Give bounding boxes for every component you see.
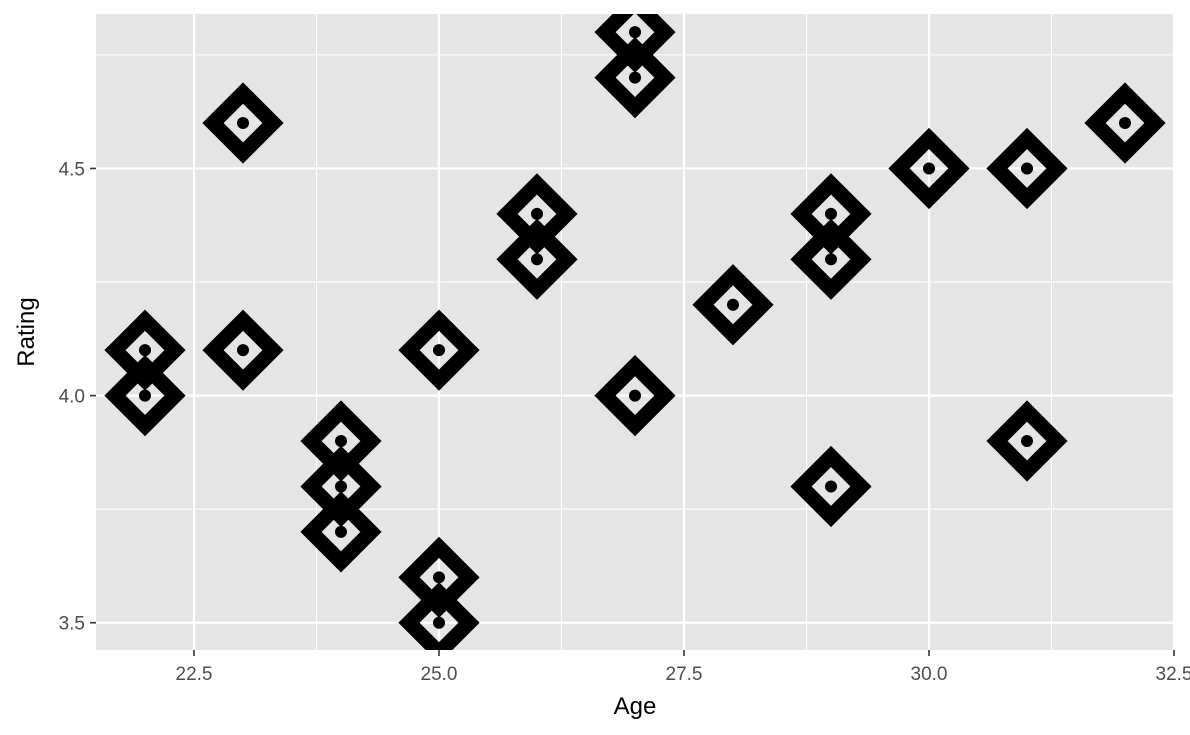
center-dot xyxy=(1119,117,1131,130)
x-tick-label: 25.0 xyxy=(421,664,458,685)
data-point xyxy=(398,582,480,650)
diamond-marker xyxy=(398,582,480,650)
center-dot xyxy=(433,571,445,584)
data-point xyxy=(594,14,676,73)
y-axis-ticks: 3.5 4.0 4.5 xyxy=(59,159,96,635)
data-point xyxy=(104,309,186,391)
center-dot xyxy=(923,162,935,175)
data-point xyxy=(986,127,1068,210)
data-points xyxy=(104,14,1166,650)
diamond-marker xyxy=(496,218,578,300)
center-dot xyxy=(531,253,543,266)
data-point xyxy=(496,218,578,300)
data-point xyxy=(300,445,382,528)
center-dot xyxy=(727,298,739,311)
y-axis-title: Rating xyxy=(13,297,40,366)
diamond-marker xyxy=(202,309,284,391)
data-point xyxy=(104,354,186,437)
diamond-marker xyxy=(1084,82,1166,164)
diamond-marker xyxy=(594,14,676,73)
center-dot xyxy=(1021,435,1033,448)
center-dot xyxy=(139,344,151,357)
data-point xyxy=(1084,82,1166,164)
center-dot xyxy=(335,525,347,538)
diamond-marker xyxy=(104,354,186,437)
center-dot xyxy=(139,389,151,402)
diamond-marker xyxy=(692,264,774,346)
x-tick-label: 27.5 xyxy=(666,664,703,685)
center-dot xyxy=(825,480,837,493)
grid-lines xyxy=(96,14,1174,650)
center-dot xyxy=(335,480,347,493)
x-tick-label: 30.0 xyxy=(911,664,948,685)
diamond-marker xyxy=(986,127,1068,210)
center-dot xyxy=(629,71,641,84)
diamond-marker xyxy=(594,354,676,437)
center-dot xyxy=(531,207,543,220)
data-point xyxy=(496,173,578,255)
data-point xyxy=(398,536,480,618)
diamond-marker xyxy=(104,309,186,391)
diamond-marker xyxy=(398,309,480,391)
y-tick-label: 4.5 xyxy=(59,159,85,180)
y-tick-label: 4.0 xyxy=(59,387,85,408)
x-tick-label: 32.5 xyxy=(1156,664,1190,685)
center-dot xyxy=(629,389,641,402)
diamond-marker xyxy=(790,218,872,300)
center-dot xyxy=(825,207,837,220)
center-dot xyxy=(433,344,445,357)
data-point xyxy=(594,354,676,437)
center-dot xyxy=(629,26,641,39)
data-point xyxy=(300,491,382,573)
x-axis-title: Age xyxy=(614,693,657,720)
data-point xyxy=(594,36,676,119)
data-point xyxy=(986,400,1068,482)
data-point xyxy=(202,309,284,391)
diamond-marker xyxy=(300,445,382,528)
center-dot xyxy=(237,344,249,357)
diamond-marker xyxy=(202,82,284,164)
diamond-marker xyxy=(986,400,1068,482)
data-point xyxy=(790,445,872,528)
center-dot xyxy=(237,117,249,130)
data-point xyxy=(790,173,872,255)
y-tick-label: 3.5 xyxy=(59,614,85,635)
diamond-marker xyxy=(300,400,382,482)
diamond-marker xyxy=(300,491,382,573)
diamond-marker xyxy=(496,173,578,255)
center-dot xyxy=(433,616,445,629)
data-point xyxy=(398,309,480,391)
diamond-marker xyxy=(398,536,480,618)
center-dot xyxy=(335,435,347,448)
diamond-marker xyxy=(790,445,872,528)
diamond-marker xyxy=(790,173,872,255)
x-axis-ticks: 22.5 25.0 27.5 30.0 32.5 xyxy=(176,650,1190,685)
x-tick-label: 22.5 xyxy=(176,664,213,685)
diamond-marker xyxy=(594,36,676,119)
center-dot xyxy=(825,253,837,266)
data-point xyxy=(888,127,970,210)
data-point xyxy=(790,218,872,300)
data-point xyxy=(300,400,382,482)
center-dot xyxy=(1021,162,1033,175)
diamond-marker xyxy=(888,127,970,210)
data-point xyxy=(692,264,774,346)
data-point xyxy=(202,82,284,164)
